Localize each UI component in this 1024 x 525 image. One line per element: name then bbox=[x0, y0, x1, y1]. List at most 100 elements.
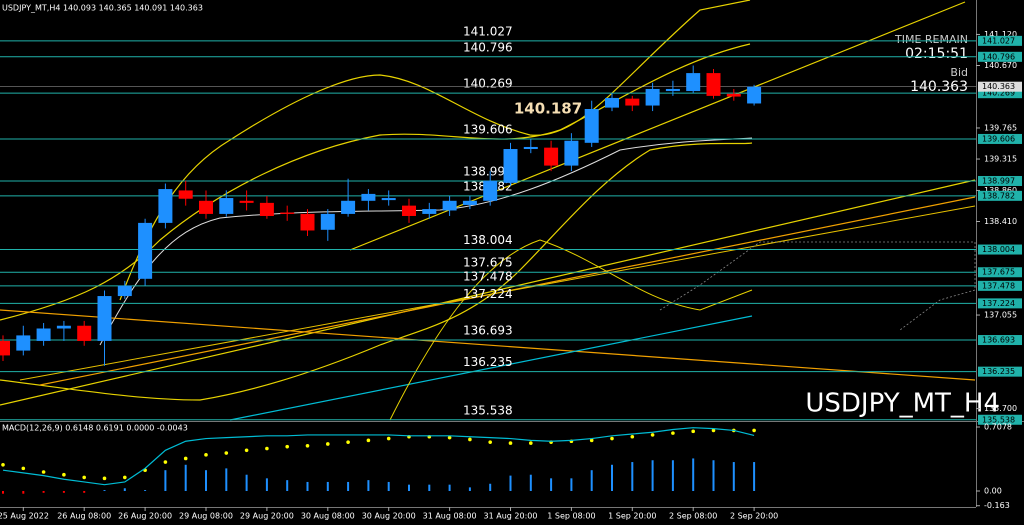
level-tag-label: 135.538 bbox=[982, 415, 1015, 424]
level-tag bbox=[978, 414, 1022, 425]
signal-dot bbox=[102, 476, 107, 481]
x-tick-label: 25 Aug 2022 bbox=[0, 512, 49, 521]
level-tag-label: 138.004 bbox=[982, 245, 1015, 254]
level-tag bbox=[978, 88, 1022, 99]
x-tick-label: 1 Sep 08:00 bbox=[547, 512, 595, 521]
x-tick-label: 1 Sep 20:00 bbox=[608, 512, 656, 521]
signal-dot bbox=[183, 456, 188, 461]
signal-dot bbox=[589, 438, 594, 443]
x-tick-label: 31 Aug 20:00 bbox=[484, 512, 538, 521]
signal-dot bbox=[82, 475, 86, 480]
level-label: 137.675 bbox=[463, 256, 513, 270]
level-tag bbox=[978, 190, 1022, 201]
signal-dot bbox=[630, 434, 635, 439]
macd-bar bbox=[326, 481, 329, 491]
macd-bar bbox=[550, 478, 553, 491]
level-tag-label: 137.478 bbox=[982, 281, 1015, 290]
candle-body bbox=[605, 97, 619, 108]
signal-dot bbox=[285, 444, 290, 449]
level-label: 138.997 bbox=[463, 164, 513, 178]
chikou-line bbox=[389, 239, 753, 421]
level-label: 137.224 bbox=[463, 287, 513, 301]
level-tag-label: 139.606 bbox=[982, 134, 1015, 143]
level-tag-label: 136.235 bbox=[982, 367, 1015, 376]
bid-label: Bid bbox=[950, 66, 968, 79]
x-tick-label: 29 Aug 20:00 bbox=[240, 512, 294, 521]
level-tag bbox=[978, 133, 1022, 144]
candle-body bbox=[199, 200, 213, 214]
signal-dot bbox=[204, 453, 208, 457]
signal-dot bbox=[447, 435, 452, 440]
x-tick-label: 2 Sep 08:00 bbox=[669, 512, 717, 521]
macd-bar bbox=[631, 462, 634, 491]
signal-dot bbox=[1, 462, 5, 467]
macd-bar bbox=[570, 478, 573, 491]
level-tag-label: 138.997 bbox=[982, 176, 1015, 185]
candle-body bbox=[625, 98, 640, 106]
candle-body bbox=[138, 222, 153, 279]
macd-bar bbox=[265, 478, 268, 491]
chart-header: USDJPY_MT,H4 140.093 140.365 140.091 140… bbox=[2, 4, 203, 13]
macd-bar bbox=[408, 484, 410, 491]
x-tick-label: 26 Aug 08:00 bbox=[57, 512, 111, 521]
candle-body bbox=[320, 213, 335, 230]
trend-line bbox=[0, 179, 976, 406]
level-tag bbox=[978, 267, 1022, 278]
candle-body bbox=[523, 146, 538, 150]
level-tag-label: 137.224 bbox=[982, 299, 1015, 308]
y-tick-label: 135.700 bbox=[984, 404, 1017, 413]
macd-bar bbox=[184, 464, 187, 491]
macd-bar bbox=[205, 470, 207, 491]
level-tag bbox=[978, 366, 1022, 377]
candle-body bbox=[259, 202, 274, 216]
signal-dot bbox=[21, 466, 26, 471]
level-label: 136.693 bbox=[463, 324, 513, 338]
y-tick-label: 0.7078 bbox=[984, 422, 1012, 431]
candle-body bbox=[665, 88, 680, 92]
y-tick-label: 141.120 bbox=[984, 30, 1017, 39]
y-tick-label: 138.860 bbox=[984, 186, 1017, 195]
signal-dot bbox=[488, 440, 493, 444]
candle-body bbox=[706, 73, 721, 96]
macd-bar bbox=[692, 458, 695, 491]
candle-body bbox=[158, 189, 173, 223]
candle-body bbox=[239, 200, 254, 203]
bid-tag bbox=[978, 81, 1022, 92]
x-tick-label: 30 Aug 08:00 bbox=[301, 512, 355, 521]
x-tick-label: 31 Aug 08:00 bbox=[423, 512, 477, 521]
level-tag bbox=[978, 280, 1022, 291]
signal-dot bbox=[468, 437, 472, 442]
trend-line bbox=[19, 205, 976, 381]
macd-header: MACD(12,26,9) 0.6148 0.6191 0.0000 -0.00… bbox=[2, 424, 188, 433]
level-tag bbox=[978, 298, 1022, 309]
macd-bar bbox=[448, 484, 451, 491]
level-tag-label: 136.693 bbox=[982, 336, 1015, 345]
candle-body bbox=[442, 200, 457, 211]
y-tick-label: 140.670 bbox=[984, 61, 1017, 70]
candle-body bbox=[16, 335, 31, 351]
candle-body bbox=[0, 340, 10, 356]
level-tag bbox=[978, 51, 1022, 62]
signal-dot bbox=[650, 433, 655, 437]
level-label: 137.478 bbox=[463, 269, 513, 283]
x-tick-label: 2 Sep 20:00 bbox=[730, 512, 778, 521]
level-tag bbox=[978, 175, 1022, 186]
bid-value: 140.363 bbox=[910, 79, 968, 95]
macd-bar bbox=[428, 484, 431, 491]
candle-body bbox=[747, 86, 762, 104]
level-tag-label: 138.782 bbox=[982, 191, 1015, 200]
y-tick-label: 139.765 bbox=[984, 123, 1017, 132]
candle-body bbox=[77, 325, 92, 341]
macd-bar bbox=[83, 490, 86, 493]
candle-body bbox=[483, 180, 498, 201]
level-tag-label: 140.796 bbox=[982, 52, 1015, 61]
level-tag-label: 140.269 bbox=[982, 89, 1015, 98]
signal-dot bbox=[123, 475, 127, 480]
candle-body bbox=[361, 193, 376, 201]
candle-body bbox=[564, 140, 579, 166]
y-tick-label: 138.410 bbox=[984, 217, 1017, 226]
candle-body bbox=[402, 205, 416, 216]
candle-body bbox=[36, 328, 51, 341]
